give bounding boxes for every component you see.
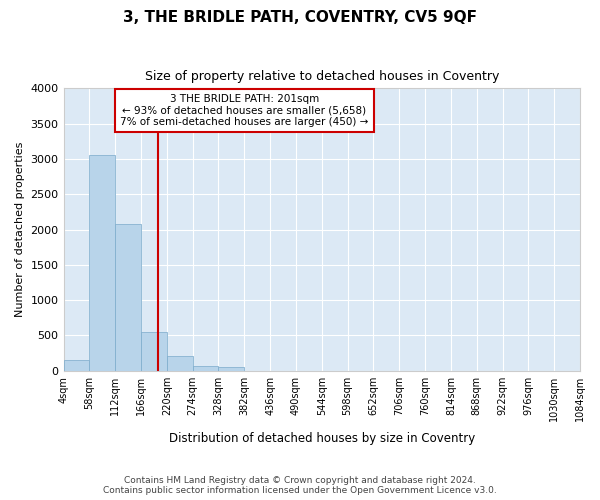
Title: Size of property relative to detached houses in Coventry: Size of property relative to detached ho… bbox=[145, 70, 499, 83]
Bar bbox=[167, 356, 193, 371]
Text: 3, THE BRIDLE PATH, COVENTRY, CV5 9QF: 3, THE BRIDLE PATH, COVENTRY, CV5 9QF bbox=[123, 10, 477, 25]
Bar bbox=[89, 156, 115, 371]
Text: Contains HM Land Registry data © Crown copyright and database right 2024.
Contai: Contains HM Land Registry data © Crown c… bbox=[103, 476, 497, 495]
X-axis label: Distribution of detached houses by size in Coventry: Distribution of detached houses by size … bbox=[169, 432, 475, 445]
Bar bbox=[218, 367, 244, 371]
Text: 3 THE BRIDLE PATH: 201sqm
← 93% of detached houses are smaller (5,658)
7% of sem: 3 THE BRIDLE PATH: 201sqm ← 93% of detac… bbox=[120, 94, 368, 127]
Bar bbox=[193, 366, 218, 371]
Bar bbox=[115, 224, 141, 371]
Bar bbox=[141, 332, 167, 371]
Y-axis label: Number of detached properties: Number of detached properties bbox=[15, 142, 25, 317]
Bar bbox=[64, 360, 89, 371]
